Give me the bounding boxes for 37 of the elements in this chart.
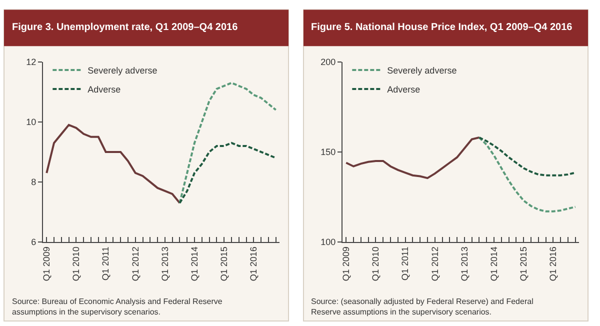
line-series xyxy=(478,136,576,176)
y-tick-label: 200 xyxy=(320,57,336,68)
x-tick-label: Q1 2009 xyxy=(42,246,52,282)
y-tick-label: 6 xyxy=(31,237,36,248)
chart-title: Figure 5. National House Price Index, Q1 2009–Q4 2016 xyxy=(311,22,573,33)
x-tick-label: Q1 2016 xyxy=(548,246,558,282)
x-tick-label: Q1 2013 xyxy=(160,246,170,282)
x-tick-label: Q1 2013 xyxy=(459,246,470,282)
line-series xyxy=(46,124,181,204)
line-series xyxy=(178,82,277,204)
x-tick-label: Q1 2011 xyxy=(100,246,111,280)
x-tick-label: Q1 2015 xyxy=(518,246,529,282)
x-tick-label: Q1 2010 xyxy=(71,246,82,282)
x-tick-label: Q1 2014 xyxy=(488,246,499,282)
y-tick-label: 150 xyxy=(320,147,336,158)
legend-label: Adverse xyxy=(88,84,121,95)
line-series xyxy=(478,136,576,212)
y-tick-label: 8 xyxy=(31,177,36,188)
x-tick-label: Q1 2015 xyxy=(219,246,230,282)
x-tick-label: Q1 2012 xyxy=(430,246,440,282)
y-tick-label: 100 xyxy=(320,237,336,248)
legend-label: Severely adverse xyxy=(387,66,457,76)
x-tick-label: Q1 2012 xyxy=(130,246,140,282)
source-note: Source: Bureau of Economic Analysis and Federal Reserve assumptions in the supervisory scenarios. xyxy=(12,297,223,316)
line-series xyxy=(345,136,480,180)
y-tick-label: 10 xyxy=(26,117,36,128)
chart-title: Figure 3. Unemployment rate, Q1 2009–Q4 2016 xyxy=(12,22,238,33)
source-note: Source: (seasonally adjusted by Federal Reserve) and Federal Reserve assumptions in the supervisory scenarios. xyxy=(311,297,534,316)
x-tick-label: Q1 2009 xyxy=(341,246,352,282)
legend-label: Adverse xyxy=(387,84,420,95)
x-tick-label: Q1 2011 xyxy=(400,246,410,280)
legend-label: Severely adverse xyxy=(88,66,158,76)
x-tick-label: Q1 2010 xyxy=(370,246,381,282)
y-tick-label: 12 xyxy=(26,57,36,68)
x-tick-label: Q1 2014 xyxy=(189,246,200,282)
line-series xyxy=(178,142,277,204)
x-tick-label: Q1 2016 xyxy=(248,246,259,282)
